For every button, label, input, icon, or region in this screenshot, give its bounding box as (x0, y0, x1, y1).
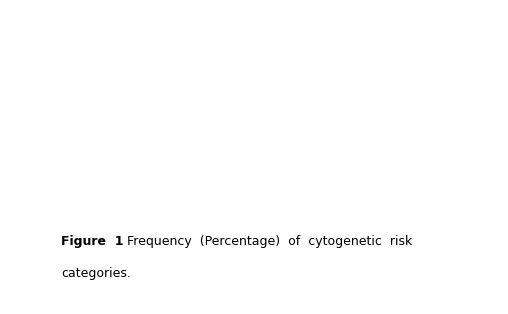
Bar (332, 157, 436, 204)
Text: High + Intermediate
Risk, 32%: High + Intermediate Risk, 32% (334, 169, 434, 192)
Text: Standard Risk,
68%: Standard Risk, 68% (348, 96, 420, 119)
Text: Frequency  (Percentage)  of  cytogenetic  risk: Frequency (Percentage) of cytogenetic ri… (119, 236, 412, 248)
Bar (332, 57, 436, 157)
Text: High + Intermediate
Risk, 40%: High + Intermediate Risk, 40% (145, 163, 245, 187)
Title: Frequency of cytogenetic risk categories: Frequency of cytogenetic risk categories (170, 11, 409, 24)
Y-axis label: Frequency of Occurrence: Frequency of Occurrence (41, 51, 51, 181)
Text: Standard Risk,
60%: Standard Risk, 60% (160, 90, 231, 113)
Bar (143, 145, 247, 204)
Text: Figure  1: Figure 1 (61, 236, 123, 248)
Text: categories.: categories. (61, 267, 131, 280)
Bar (143, 57, 247, 145)
